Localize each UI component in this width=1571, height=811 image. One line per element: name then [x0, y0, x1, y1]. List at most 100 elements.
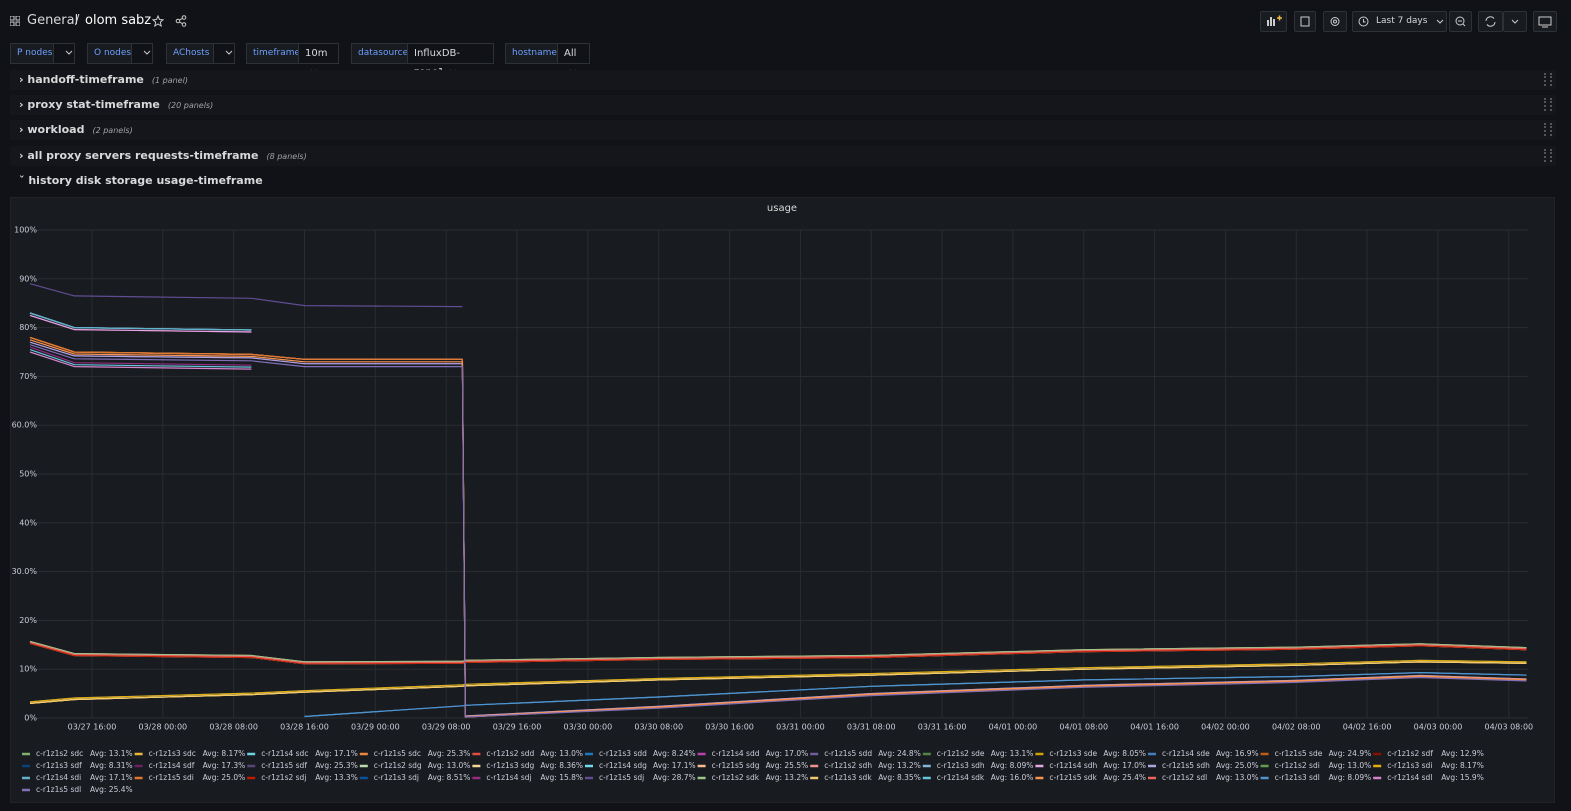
legend-avg: Avg: 13.0% [1216, 773, 1259, 782]
legend-label: c-r1z1s3 sdc [149, 749, 196, 758]
x-tick-label: 03/29 16:00 [493, 723, 542, 732]
legend-avg: Avg: 8.36% [540, 761, 583, 770]
x-tick-label: 03/28 16:00 [280, 723, 329, 732]
series-line [30, 337, 1527, 717]
legend-avg: Avg: 25.5% [766, 761, 809, 770]
legend-avg: Avg: 8.31% [90, 761, 133, 770]
legend-label: c-r1z1s2 sde [937, 749, 985, 758]
legend-label: c-r1z1s5 sdi [149, 773, 194, 782]
legend-label: c-r1z1s4 sdj [486, 773, 531, 782]
legend-label: c-r1z1s4 sdd [712, 749, 760, 758]
x-tick-label: 03/31 16:00 [918, 723, 967, 732]
y-tick-label: 10% [19, 665, 37, 674]
legend-avg: Avg: 25.3% [428, 749, 471, 758]
legend-label: c-r1z1s3 sdd [599, 749, 647, 758]
series-line [30, 337, 1527, 717]
x-tick-label: 03/29 00:00 [351, 723, 400, 732]
y-tick-label: 60.0% [12, 421, 38, 430]
y-tick-label: 50% [19, 470, 37, 479]
legend-label: c-r1z1s5 sdk [1049, 773, 1097, 782]
legend-avg: Avg: 17.1% [315, 749, 358, 758]
series-line [30, 642, 1527, 663]
legend-avg: Avg: 28.7% [653, 773, 696, 782]
y-tick-label: 80% [19, 323, 37, 332]
x-tick-label: 04/01 08:00 [1059, 723, 1108, 732]
legend-avg: Avg: 8.05% [1103, 749, 1146, 758]
legend-avg: Avg: 8.24% [653, 749, 696, 758]
x-tick-label: 04/02 00:00 [1201, 723, 1250, 732]
x-tick-label: 03/27 16:00 [68, 723, 117, 732]
legend-avg: Avg: 25.0% [203, 773, 246, 782]
legend-avg: Avg: 8.09% [991, 761, 1034, 770]
legend-avg: Avg: 17.0% [766, 749, 809, 758]
legend-label: c-r1z1s4 sdi [36, 773, 81, 782]
legend-label: c-r1z1s4 sdg [599, 761, 647, 770]
legend-avg: Avg: 25.3% [315, 761, 358, 770]
legend-label: c-r1z1s2 sdl [1162, 773, 1207, 782]
legend-avg: Avg: 8.51% [428, 773, 471, 782]
series-line [30, 337, 1527, 717]
legend-avg: Avg: 8.09% [1329, 773, 1372, 782]
y-tick-label: 40% [19, 518, 37, 527]
legend-label: c-r1z1s3 sdg [486, 761, 534, 770]
legend-avg: Avg: 13.3% [315, 773, 358, 782]
panel-title: usage [767, 203, 797, 214]
legend-avg: Avg: 8.35% [878, 773, 921, 782]
legend-label: c-r1z1s5 sde [1275, 749, 1323, 758]
legend-avg: Avg: 17.1% [90, 773, 133, 782]
series-line [30, 643, 1527, 664]
legend-avg: Avg: 8.17% [203, 749, 246, 758]
legend-label: c-r1z1s3 sdj [374, 773, 419, 782]
y-tick-label: 30.0% [12, 567, 38, 576]
legend-avg: Avg: 15.8% [540, 773, 583, 782]
legend-label: c-r1z1s2 sdg [374, 761, 422, 770]
y-tick-label: 90% [19, 274, 37, 283]
legend-avg: Avg: 13.1% [991, 749, 1034, 758]
x-tick-label: 03/28 00:00 [138, 723, 187, 732]
legend-label: c-r1z1s2 sdf [1387, 749, 1433, 758]
x-tick-label: 04/01 00:00 [989, 723, 1038, 732]
legend-avg: Avg: 17.1% [653, 761, 696, 770]
x-tick-label: 03/30 00:00 [564, 723, 613, 732]
legend-avg: Avg: 13.0% [1329, 761, 1372, 770]
series-line [30, 345, 1527, 717]
legend-label: c-r1z1s2 sdc [36, 749, 83, 758]
legend-label: c-r1z1s4 sdl [1387, 773, 1432, 782]
legend-avg: Avg: 13.0% [540, 749, 583, 758]
legend-label: c-r1z1s5 sdh [1162, 761, 1210, 770]
y-tick-label: 0% [24, 714, 37, 723]
series-line [30, 342, 1527, 716]
legend-label: c-r1z1s3 sde [1049, 749, 1097, 758]
legend-avg: Avg: 24.8% [878, 749, 921, 758]
x-tick-label: 03/29 08:00 [422, 723, 471, 732]
x-tick-label: 03/31 08:00 [847, 723, 896, 732]
series-line [30, 342, 1527, 716]
legend-avg: Avg: 24.9% [1329, 749, 1372, 758]
series-line [30, 642, 1527, 663]
series-line [30, 643, 1527, 664]
legend-label: c-r1z1s5 sdl [36, 785, 81, 794]
x-tick-label: 04/03 00:00 [1414, 723, 1463, 732]
legend-label: c-r1z1s5 sdc [374, 749, 421, 758]
series-line [30, 642, 1527, 663]
x-tick-label: 04/02 16:00 [1343, 723, 1392, 732]
legend-label: c-r1z1s3 sdk [824, 773, 872, 782]
legend-label: c-r1z1s2 sdk [712, 773, 760, 782]
legend-avg: Avg: 16.0% [991, 773, 1034, 782]
legend-avg: Avg: 25.4% [1103, 773, 1146, 782]
legend-label: c-r1z1s4 sdh [1049, 761, 1097, 770]
legend-avg: Avg: 13.1% [90, 749, 133, 758]
legend-avg: Avg: 25.0% [1216, 761, 1259, 770]
x-tick-label: 03/30 08:00 [634, 723, 683, 732]
series-line [30, 284, 462, 307]
legend-label: c-r1z1s2 sdi [1275, 761, 1320, 770]
y-tick-label: 70% [19, 372, 37, 381]
legend-label: c-r1z1s4 sde [1162, 749, 1210, 758]
legend-avg: Avg: 13.2% [878, 761, 921, 770]
series-line [30, 340, 1527, 717]
x-tick-label: 03/28 08:00 [209, 723, 258, 732]
legend-avg: Avg: 12.9% [1441, 749, 1484, 758]
legend-label: c-r1z1s4 sdf [149, 761, 195, 770]
legend-avg: Avg: 17.3% [203, 761, 246, 770]
